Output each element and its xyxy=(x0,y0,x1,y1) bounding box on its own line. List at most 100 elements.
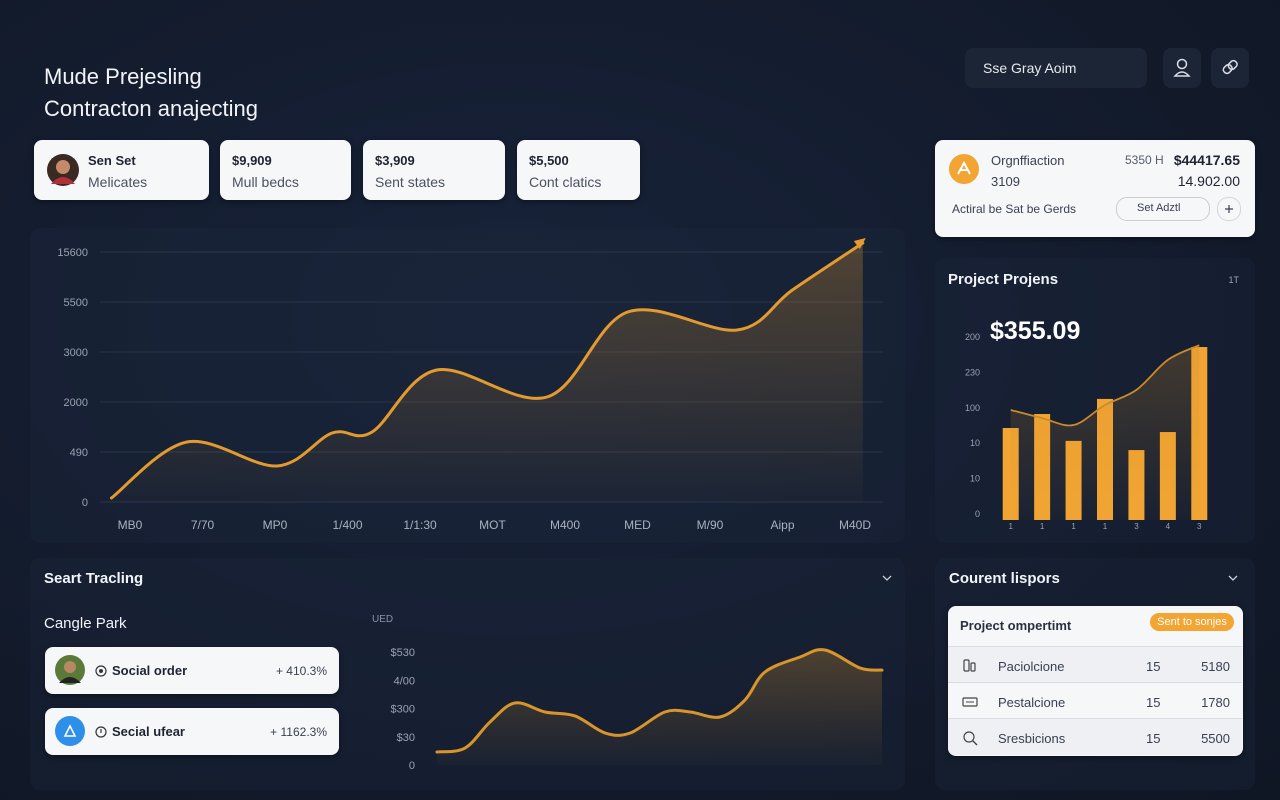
avatar xyxy=(47,154,79,186)
tracking-item[interactable]: Social order + 410.3% xyxy=(45,647,339,694)
stat-card[interactable]: $9,909 Mull bedcs xyxy=(220,140,351,200)
x-tick-label: M/90 xyxy=(697,518,724,532)
row-icon xyxy=(963,731,978,746)
y-tick-label: 3000 xyxy=(64,347,88,359)
x-tick-label: 1 xyxy=(1040,522,1045,531)
y-tick-label: 100 xyxy=(965,403,980,413)
row-value: 5180 xyxy=(1201,659,1230,674)
y-tick-label: 10 xyxy=(970,438,980,448)
summary-amount-secondary: 14.902.00 xyxy=(1177,173,1240,189)
x-tick-label: MOT xyxy=(479,518,506,532)
y-tick-label: 5500 xyxy=(64,297,88,309)
status-icon xyxy=(95,726,107,738)
value-annotation: $355.09 xyxy=(990,317,1080,345)
y-tick-label: 4/00 xyxy=(394,675,415,687)
tracking-title: Seart Tracling xyxy=(44,570,144,587)
stat-card[interactable]: $3,909 Sent states xyxy=(363,140,505,200)
tracking-item-change: + 1162.3% xyxy=(270,725,327,739)
x-tick-label: M400 xyxy=(550,518,580,532)
x-tick-label: 1 xyxy=(1071,522,1076,531)
row-name: Paciolcione xyxy=(998,659,1065,674)
status-icon xyxy=(95,665,107,677)
link-icon xyxy=(1222,59,1238,75)
stat-card[interactable]: Sen Set Melicates xyxy=(34,140,209,200)
main-chart: 15600 5500 3000 2000 490 0 MB0 7/70 MP0 1/400 1/1:… xyxy=(57,238,883,532)
summary-note: Actiral be Sat be Gerds xyxy=(952,202,1077,216)
table-row[interactable]: Sresbicions 15 5500 xyxy=(948,718,1242,755)
tracking-item[interactable]: Secial ufear + 1162.3% xyxy=(45,708,339,755)
line-arrow xyxy=(853,238,866,249)
chevron[interactable] xyxy=(880,572,894,584)
line xyxy=(435,648,884,754)
summary-button-text: Set Adztl xyxy=(1137,202,1181,214)
line xyxy=(109,241,865,500)
row-count: 15 xyxy=(1146,731,1161,746)
x-tick-label: 7/70 xyxy=(191,518,215,532)
stat-title: $5,500 xyxy=(529,153,569,168)
row-name: Sresbicions xyxy=(998,731,1066,746)
y-tick-label: 0 xyxy=(82,497,88,509)
row-name: Pestalcione xyxy=(998,695,1066,710)
tracking-subtitle: Cangle Park xyxy=(44,615,127,632)
chevron[interactable] xyxy=(1226,572,1240,584)
stat-title: $3,909 xyxy=(375,153,415,168)
stat-subtitle: Mull bedcs xyxy=(232,174,299,190)
table-row[interactable]: Pestalcione 15 1780 xyxy=(948,682,1242,719)
x-tick-label: 4 xyxy=(1166,522,1171,531)
summary-add-button[interactable] xyxy=(1217,197,1241,221)
x-tick-label: 1/400 xyxy=(332,518,362,532)
row-icon xyxy=(962,697,978,707)
stat-card[interactable]: $5,500 Cont clatics xyxy=(517,140,640,200)
table-title: Project ompertimt xyxy=(960,618,1072,633)
area-fill xyxy=(111,243,863,502)
reports-table: Project ompertimt Sent to sonjes Paciolc… xyxy=(948,606,1243,756)
tracking-item-label: Secial ufear xyxy=(112,724,185,739)
search-text: Sse Gray Aoim xyxy=(983,60,1077,76)
summary-card: Orgnffiaction 3109 5350 H $44417.65 14.9… xyxy=(935,140,1255,237)
avatar xyxy=(55,655,85,685)
x-tick-label: 1/1:30 xyxy=(403,518,437,532)
row-value: 1780 xyxy=(1201,695,1230,710)
summary-amount: $44417.65 xyxy=(1173,152,1240,168)
x-tick-label: MED xyxy=(624,518,651,532)
table-row[interactable]: Paciolcione 15 5180 xyxy=(948,646,1242,683)
summary-meta: 5350 H xyxy=(1125,153,1164,167)
avatar xyxy=(55,716,85,746)
y-tick-label: 490 xyxy=(70,447,88,459)
user-button[interactable] xyxy=(1163,48,1201,88)
stat-subtitle: Melicates xyxy=(88,174,148,190)
plus-icon xyxy=(1225,205,1233,213)
badge[interactable]: Sent to sonjes xyxy=(1150,613,1234,631)
y-tick-label: $300 xyxy=(391,704,415,716)
area-fill xyxy=(1010,345,1200,520)
y-tick-label: 10 xyxy=(970,474,980,484)
unit-label: UED xyxy=(372,614,393,625)
summary-code: 3109 xyxy=(991,174,1020,189)
search-box[interactable]: Sse Gray Aoim xyxy=(965,48,1147,88)
y-tick-label: 0 xyxy=(409,760,415,772)
stat-title: Sen Set xyxy=(88,153,136,168)
link-button[interactable] xyxy=(1211,48,1249,88)
y-tick-label: $30 xyxy=(397,732,415,744)
y-tick-label: $530 xyxy=(391,647,415,659)
page-subtitle: Contracton anajecting xyxy=(44,96,259,121)
badge-text: Sent to sonjes xyxy=(1157,616,1227,628)
org-icon xyxy=(949,154,979,184)
line xyxy=(1010,344,1200,427)
y-tick-label: 15600 xyxy=(57,247,88,259)
y-tick-label: 200 xyxy=(965,332,980,342)
stat-subtitle: Sent states xyxy=(375,174,446,190)
corner-label: 1T xyxy=(1228,275,1239,285)
reports-title: Courent lispors xyxy=(949,570,1060,587)
summary-title: Orgnffiaction xyxy=(991,153,1065,168)
x-tick-label: MP0 xyxy=(263,518,288,532)
stat-title: $9,909 xyxy=(232,153,272,168)
summary-button[interactable]: Set Adztl xyxy=(1116,197,1210,221)
row-count: 15 xyxy=(1146,695,1161,710)
x-tick-label: 1 xyxy=(1103,522,1108,531)
user-icon xyxy=(1173,58,1191,77)
y-tick-label: 0 xyxy=(975,509,980,519)
y-tick-label: 230 xyxy=(965,367,980,377)
